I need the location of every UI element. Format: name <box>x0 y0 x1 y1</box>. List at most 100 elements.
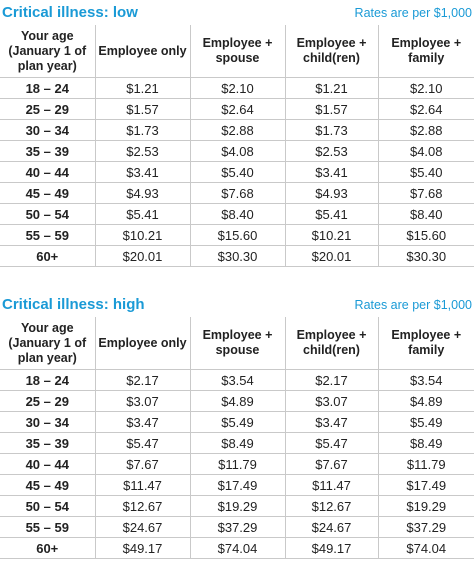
table-header: Your age (January 1 of plan year) Employe… <box>0 25 474 78</box>
header-cell: Your age (January 1 of plan year) <box>0 25 96 78</box>
rate-cell: $7.68 <box>377 182 474 204</box>
rate-cell: $1.57 <box>94 98 191 120</box>
rate-cell: $49.17 <box>94 537 191 559</box>
header-cell: Employee + spouse <box>189 25 286 78</box>
rate-cell: $74.04 <box>189 537 286 559</box>
rate-cell: $2.88 <box>189 119 286 141</box>
age-cell: 30 – 34 <box>0 411 96 433</box>
rate-cell: $4.08 <box>377 140 474 162</box>
age-cell: 35 – 39 <box>0 140 96 162</box>
rate-row: 50 – 54 $12.67 $19.29 $12.67 $19.29 <box>0 495 474 517</box>
rate-cell: $20.01 <box>284 245 379 267</box>
rate-cell: $1.57 <box>284 98 379 120</box>
header-row: Your age (January 1 of plan year) Employe… <box>0 317 474 370</box>
rate-cell: $2.10 <box>377 77 474 99</box>
rate-cell: $5.40 <box>377 161 474 183</box>
rate-cell: $19.29 <box>377 495 474 517</box>
rate-note: Rates are per $1,000 <box>354 298 472 312</box>
rate-cell: $11.47 <box>94 474 191 496</box>
rate-cell: $10.21 <box>94 224 191 246</box>
rate-cell: $2.53 <box>94 140 191 162</box>
age-cell: 25 – 29 <box>0 98 96 120</box>
rate-cell: $8.40 <box>377 203 474 225</box>
rate-cell: $3.47 <box>94 411 191 433</box>
rate-row: 55 – 59 $24.67 $37.29 $24.67 $37.29 <box>0 516 474 538</box>
rate-cell: $4.93 <box>284 182 379 204</box>
rate-row: 18 – 24 $2.17 $3.54 $2.17 $3.54 <box>0 369 474 391</box>
rate-cell: $3.41 <box>284 161 379 183</box>
age-cell: 60+ <box>0 537 96 559</box>
rate-cell: $2.64 <box>377 98 474 120</box>
rate-cell: $12.67 <box>284 495 379 517</box>
rate-row: 40 – 44 $7.67 $11.79 $7.67 $11.79 <box>0 453 474 475</box>
age-cell: 55 – 59 <box>0 516 96 538</box>
header-cell: Employee + family <box>377 317 474 370</box>
rate-row: 18 – 24 $1.21 $2.10 $1.21 $2.10 <box>0 77 474 99</box>
rate-cell: $19.29 <box>189 495 286 517</box>
rate-cell: $7.67 <box>94 453 191 475</box>
age-cell: 35 – 39 <box>0 432 96 454</box>
rate-cell: $1.21 <box>94 77 191 99</box>
rate-note: Rates are per $1,000 <box>354 6 472 20</box>
rate-cell: $2.88 <box>377 119 474 141</box>
rate-cell: $7.67 <box>284 453 379 475</box>
rate-cell: $3.41 <box>94 161 191 183</box>
rate-cell: $4.93 <box>94 182 191 204</box>
rate-cell: $15.60 <box>377 224 474 246</box>
rate-cell: $24.67 <box>284 516 379 538</box>
age-cell: 45 – 49 <box>0 474 96 496</box>
rate-cell: $11.79 <box>189 453 286 475</box>
rate-row: 45 – 49 $4.93 $7.68 $4.93 $7.68 <box>0 182 474 204</box>
rate-cell: $74.04 <box>377 537 474 559</box>
rate-cell: $5.40 <box>189 161 286 183</box>
header-cell: Employee only <box>94 317 191 370</box>
rate-row: 50 – 54 $5.41 $8.40 $5.41 $8.40 <box>0 203 474 225</box>
rate-cell: $4.08 <box>189 140 286 162</box>
rate-row: 30 – 34 $3.47 $5.49 $3.47 $5.49 <box>0 411 474 433</box>
rate-cell: $8.49 <box>189 432 286 454</box>
rate-cell: $37.29 <box>377 516 474 538</box>
table-header: Your age (January 1 of plan year) Employe… <box>0 317 474 370</box>
rate-section: Critical illness: high Rates are per $1,0… <box>0 296 474 564</box>
age-cell: 50 – 54 <box>0 203 96 225</box>
rate-cell: $11.47 <box>284 474 379 496</box>
rate-cell: $1.21 <box>284 77 379 99</box>
rate-cell: $30.30 <box>189 245 286 267</box>
header-row: Your age (January 1 of plan year) Employe… <box>0 25 474 78</box>
rate-cell: $11.79 <box>377 453 474 475</box>
age-cell: 30 – 34 <box>0 119 96 141</box>
rate-cell: $7.68 <box>189 182 286 204</box>
rate-cell: $49.17 <box>284 537 379 559</box>
rate-cell: $15.60 <box>189 224 286 246</box>
rate-cell: $3.54 <box>377 369 474 391</box>
rate-cell: $24.67 <box>94 516 191 538</box>
rate-cell: $10.21 <box>284 224 379 246</box>
age-cell: 50 – 54 <box>0 495 96 517</box>
rate-table: Your age (January 1 of plan year) Employe… <box>0 317 474 559</box>
rate-cell: $17.49 <box>377 474 474 496</box>
rate-row: 30 – 34 $1.73 $2.88 $1.73 $2.88 <box>0 119 474 141</box>
rate-row: 60+ $20.01 $30.30 $20.01 $30.30 <box>0 245 474 267</box>
rate-cell: $30.30 <box>377 245 474 267</box>
rate-row: 40 – 44 $3.41 $5.40 $3.41 $5.40 <box>0 161 474 183</box>
rate-cell: $3.54 <box>189 369 286 391</box>
rate-cell: $2.17 <box>94 369 191 391</box>
rate-cell: $17.49 <box>189 474 286 496</box>
rate-cell: $3.47 <box>284 411 379 433</box>
rate-cell: $1.73 <box>94 119 191 141</box>
rate-cell: $3.07 <box>94 390 191 412</box>
header-cell: Employee only <box>94 25 191 78</box>
rate-row: 60+ $49.17 $74.04 $49.17 $74.04 <box>0 537 474 559</box>
rate-cell: $2.64 <box>189 98 286 120</box>
rate-row: 25 – 29 $3.07 $4.89 $3.07 $4.89 <box>0 390 474 412</box>
rate-cell: $37.29 <box>189 516 286 538</box>
rate-cell: $4.89 <box>377 390 474 412</box>
age-cell: 60+ <box>0 245 96 267</box>
age-cell: 25 – 29 <box>0 390 96 412</box>
rate-cell: $3.07 <box>284 390 379 412</box>
age-cell: 45 – 49 <box>0 182 96 204</box>
rate-cell: $5.49 <box>189 411 286 433</box>
rate-cell: $5.41 <box>94 203 191 225</box>
rate-cell: $5.41 <box>284 203 379 225</box>
